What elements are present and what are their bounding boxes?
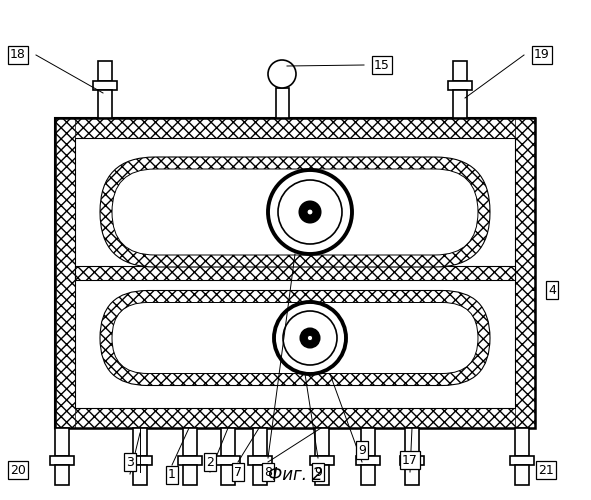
Bar bbox=[405, 465, 419, 485]
Bar bbox=[55, 118, 75, 428]
Text: 17: 17 bbox=[402, 454, 418, 466]
Bar bbox=[55, 465, 69, 485]
Bar bbox=[178, 456, 202, 465]
Circle shape bbox=[307, 336, 313, 340]
Circle shape bbox=[278, 180, 342, 244]
Bar bbox=[183, 465, 197, 485]
Circle shape bbox=[268, 60, 296, 88]
Bar bbox=[75, 138, 515, 408]
Text: 20: 20 bbox=[10, 464, 26, 476]
Bar bbox=[55, 118, 535, 428]
Text: 8: 8 bbox=[264, 466, 272, 478]
Bar bbox=[216, 456, 240, 465]
Text: 18: 18 bbox=[10, 48, 26, 62]
Text: 4: 4 bbox=[548, 284, 556, 296]
Bar bbox=[275, 88, 288, 118]
Circle shape bbox=[274, 302, 346, 374]
Bar bbox=[75, 266, 515, 280]
Circle shape bbox=[300, 202, 320, 222]
Bar bbox=[356, 456, 380, 465]
Bar bbox=[453, 90, 467, 118]
Text: 21: 21 bbox=[538, 464, 554, 476]
Text: 15: 15 bbox=[374, 58, 390, 71]
Bar bbox=[98, 61, 112, 81]
Bar bbox=[405, 428, 419, 456]
Text: 1: 1 bbox=[168, 468, 176, 481]
Bar bbox=[55, 118, 535, 428]
Bar bbox=[55, 118, 535, 138]
FancyBboxPatch shape bbox=[112, 302, 478, 374]
Bar bbox=[128, 456, 152, 465]
Bar bbox=[315, 465, 329, 485]
Bar bbox=[361, 465, 375, 485]
Bar bbox=[453, 61, 467, 81]
Text: 9: 9 bbox=[358, 444, 366, 456]
Bar bbox=[133, 428, 147, 456]
Text: 3: 3 bbox=[126, 456, 134, 468]
Bar bbox=[510, 456, 534, 465]
Bar bbox=[55, 408, 535, 428]
Bar bbox=[310, 456, 334, 465]
Bar bbox=[98, 90, 112, 118]
Bar bbox=[253, 465, 267, 485]
Bar bbox=[248, 456, 272, 465]
Circle shape bbox=[268, 170, 352, 254]
Bar bbox=[361, 428, 375, 456]
Text: 9: 9 bbox=[314, 466, 322, 478]
Bar bbox=[133, 465, 147, 485]
Bar bbox=[448, 81, 472, 90]
FancyBboxPatch shape bbox=[100, 157, 490, 267]
Bar bbox=[515, 118, 535, 428]
Bar bbox=[315, 428, 329, 456]
Bar bbox=[75, 266, 515, 280]
Text: 2: 2 bbox=[206, 456, 214, 468]
Bar bbox=[515, 465, 529, 485]
Bar bbox=[221, 428, 235, 456]
Bar bbox=[253, 428, 267, 456]
Text: 7: 7 bbox=[234, 466, 242, 478]
Bar bbox=[400, 456, 424, 465]
FancyBboxPatch shape bbox=[112, 169, 478, 255]
Bar bbox=[221, 465, 235, 485]
Bar bbox=[55, 428, 69, 456]
Bar bbox=[183, 428, 197, 456]
Bar bbox=[50, 456, 74, 465]
Text: 19: 19 bbox=[534, 48, 550, 62]
Circle shape bbox=[301, 329, 319, 347]
Circle shape bbox=[283, 311, 337, 365]
Circle shape bbox=[307, 209, 313, 215]
Bar bbox=[515, 428, 529, 456]
Bar bbox=[93, 81, 117, 90]
Text: Фиг. 2: Фиг. 2 bbox=[268, 466, 323, 484]
FancyBboxPatch shape bbox=[100, 290, 490, 386]
